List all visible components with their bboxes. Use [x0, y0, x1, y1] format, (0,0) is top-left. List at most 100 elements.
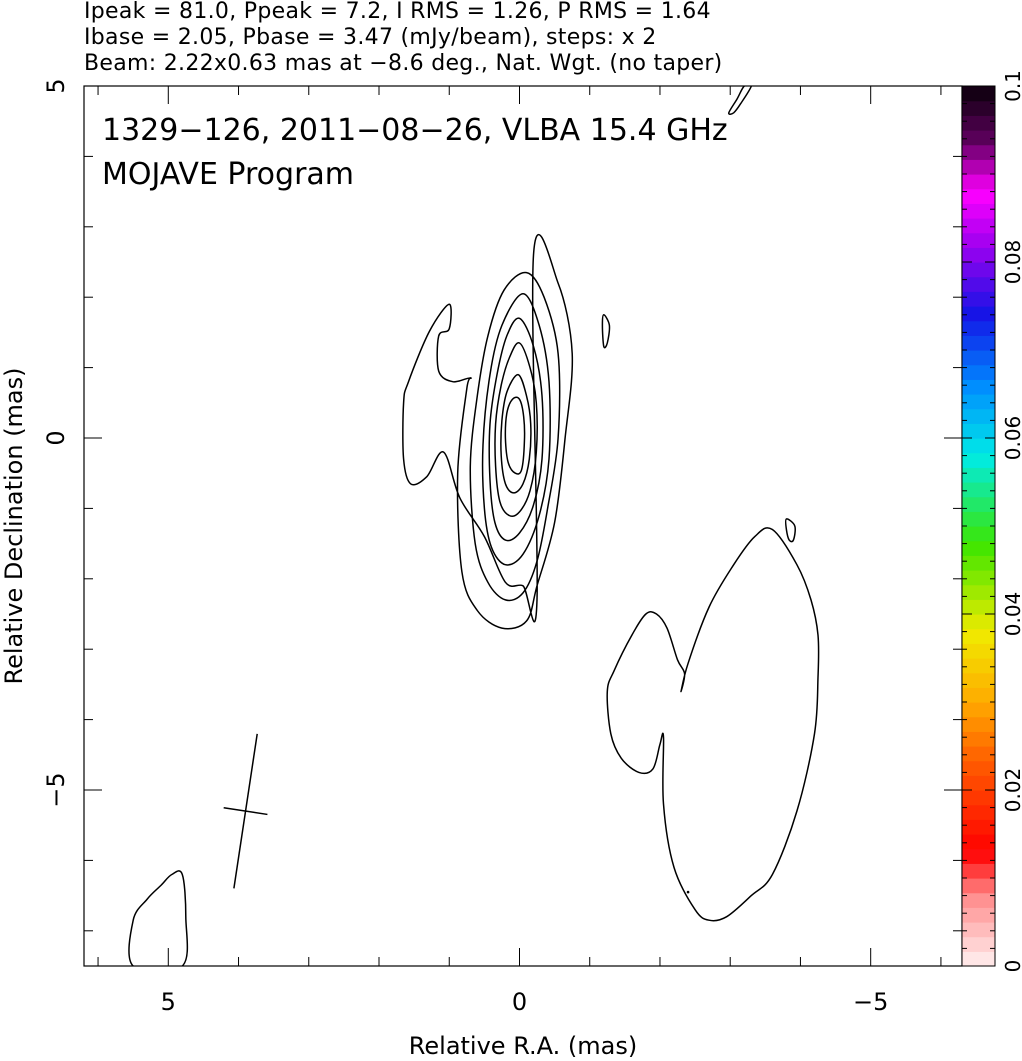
colorbar-band	[962, 408, 995, 424]
colorbar-band	[962, 922, 995, 938]
colorbar-band	[962, 790, 995, 806]
colorbar-band	[962, 86, 995, 102]
colorbar-band	[962, 775, 995, 791]
y-tick-label: 5	[42, 78, 70, 93]
colorbar-band	[962, 394, 995, 410]
colorbar-band	[962, 804, 995, 820]
colorbar-band	[962, 203, 995, 219]
colorbar-band	[962, 335, 995, 351]
colorbar-band	[962, 599, 995, 615]
colorbar-band	[962, 555, 995, 571]
colorbar-band	[962, 496, 995, 512]
colorbar-band	[962, 658, 995, 674]
colorbar-band	[962, 218, 995, 234]
contour-small-blob-north-of-core	[601, 314, 611, 349]
contour-small-blob-east-of-south-west-blob	[784, 518, 796, 543]
core-contour-level-8	[488, 317, 544, 542]
colorbar-band	[962, 614, 995, 630]
plot-subtitle: MOJAVE Program	[102, 157, 354, 192]
colorbar-band	[962, 482, 995, 498]
colorbar-band	[962, 276, 995, 292]
x-axis-label: Relative R.A. (mas)	[409, 1032, 637, 1060]
colorbar-band	[962, 262, 995, 278]
colorbar-band	[962, 878, 995, 894]
colorbar-band	[962, 306, 995, 322]
colorbar-band	[962, 379, 995, 395]
colorbar-band	[962, 232, 995, 248]
colorbar-band	[962, 526, 995, 542]
colorbar-labels: 0 0.02 0.04 0.06 0.08 0.1	[1001, 70, 1022, 972]
colorbar-label: 0.08	[1001, 240, 1022, 285]
colorbar-band	[962, 746, 995, 762]
colorbar-band	[962, 100, 995, 116]
colorbar-band	[962, 584, 995, 600]
colorbar-label: 0.1	[1001, 70, 1022, 102]
colorbar-band	[962, 144, 995, 160]
axis-tick-labels: 5 0 −5 5 0 −5	[42, 78, 888, 1016]
colorbar-label: 0.06	[1001, 416, 1022, 461]
colorbar-label: 0.04	[1001, 592, 1022, 637]
core-contour-level-2	[469, 271, 561, 602]
colorbar-band	[962, 848, 995, 864]
colorbar-band	[962, 951, 995, 967]
colorbar-band	[962, 452, 995, 468]
contour-south-west-jet-blob	[606, 527, 820, 922]
header-beam-line: Beam: 2.22x0.63 mas at −8.6 deg., Nat. W…	[84, 51, 723, 76]
plot-title: 1329−126, 2011−08−26, VLBA 15.4 GHz	[102, 113, 728, 148]
x-tick-label: 0	[512, 988, 527, 1016]
colorbar-band	[962, 320, 995, 336]
colorbar-band	[962, 291, 995, 307]
colorbar-band	[962, 643, 995, 659]
y-tick-label: −5	[42, 772, 70, 807]
colorbar-band	[962, 130, 995, 146]
colorbar-label: 0	[1001, 960, 1022, 973]
colorbar-band	[962, 716, 995, 732]
colorbar-band	[962, 438, 995, 454]
colorbar-band	[962, 467, 995, 483]
axis-ticks	[84, 85, 962, 966]
contour-top-edge-fragment	[728, 86, 753, 115]
y-axis-label: Relative Declination (mas)	[0, 367, 28, 684]
plot-frame	[83, 85, 963, 967]
colorbar-band	[962, 423, 995, 439]
colorbar-band	[962, 819, 995, 835]
colorbar-band	[962, 892, 995, 908]
core-contour-level-16	[494, 342, 538, 517]
contour-dot	[686, 890, 690, 894]
core-contour-level-64	[504, 396, 526, 475]
colorbar-band	[962, 863, 995, 879]
colorbar-band	[962, 174, 995, 190]
colorbar-label: 0.02	[1001, 768, 1022, 813]
x-tick-label: 5	[161, 988, 176, 1016]
colorbar-band	[962, 115, 995, 131]
colorbar-band	[962, 907, 995, 923]
colorbar-band	[962, 188, 995, 204]
colorbar-band	[962, 350, 995, 366]
core-contour-level-1	[402, 234, 574, 630]
beam-cross	[223, 733, 268, 889]
core-contour-level-32	[500, 373, 532, 494]
y-tick-label: 0	[42, 430, 70, 445]
contour-layer	[128, 86, 820, 966]
colorbar-band	[962, 702, 995, 718]
beam-minor-axis	[223, 807, 268, 816]
colorbar-band	[962, 540, 995, 556]
header-base-steps-line: Ibase = 2.05, Pbase = 3.47 (mJy/beam), s…	[84, 25, 657, 50]
colorbar-band	[962, 364, 995, 380]
colorbar-band	[962, 511, 995, 527]
core-contour-level-4	[481, 292, 551, 566]
colorbar-band	[962, 247, 995, 263]
header-peak-rms-line: Ipeak = 81.0, Ppeak = 7.2, I RMS = 1.26,…	[84, 0, 711, 24]
colorbar	[961, 85, 996, 967]
colorbar-band	[962, 834, 995, 850]
x-tick-label: −5	[853, 988, 888, 1016]
colorbar-band	[962, 672, 995, 688]
colorbar-band	[962, 159, 995, 175]
contour-bottom-left-fragment	[128, 870, 189, 966]
colorbar-band	[962, 628, 995, 644]
colorbar-band	[962, 936, 995, 952]
colorbar-band	[962, 687, 995, 703]
colorbar-band	[962, 760, 995, 776]
colorbar-band	[962, 731, 995, 747]
